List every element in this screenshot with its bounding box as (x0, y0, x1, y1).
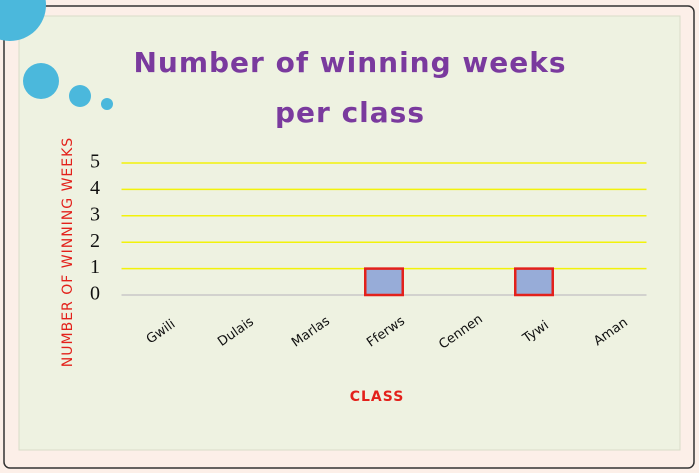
y-tick-label: 0 (90, 283, 100, 305)
chart-title: Number of winning weeks per class (120, 38, 580, 138)
y-tick-label: 3 (90, 203, 100, 225)
page: NUMBER OF WINNING WEEKS CLASS 012345Gwil… (0, 0, 699, 473)
bar (365, 269, 403, 295)
y-axis-label: NUMBER OF WINNING WEEKS (60, 137, 76, 367)
x-axis-label: CLASS (350, 389, 405, 405)
y-tick-label: 2 (90, 230, 100, 252)
y-tick-label: 1 (90, 256, 100, 278)
bar (515, 269, 553, 295)
bubble (23, 63, 59, 99)
bubble (69, 85, 91, 107)
bubble (101, 98, 113, 110)
y-tick-label: 4 (90, 177, 100, 199)
y-tick-label: 5 (90, 151, 100, 173)
